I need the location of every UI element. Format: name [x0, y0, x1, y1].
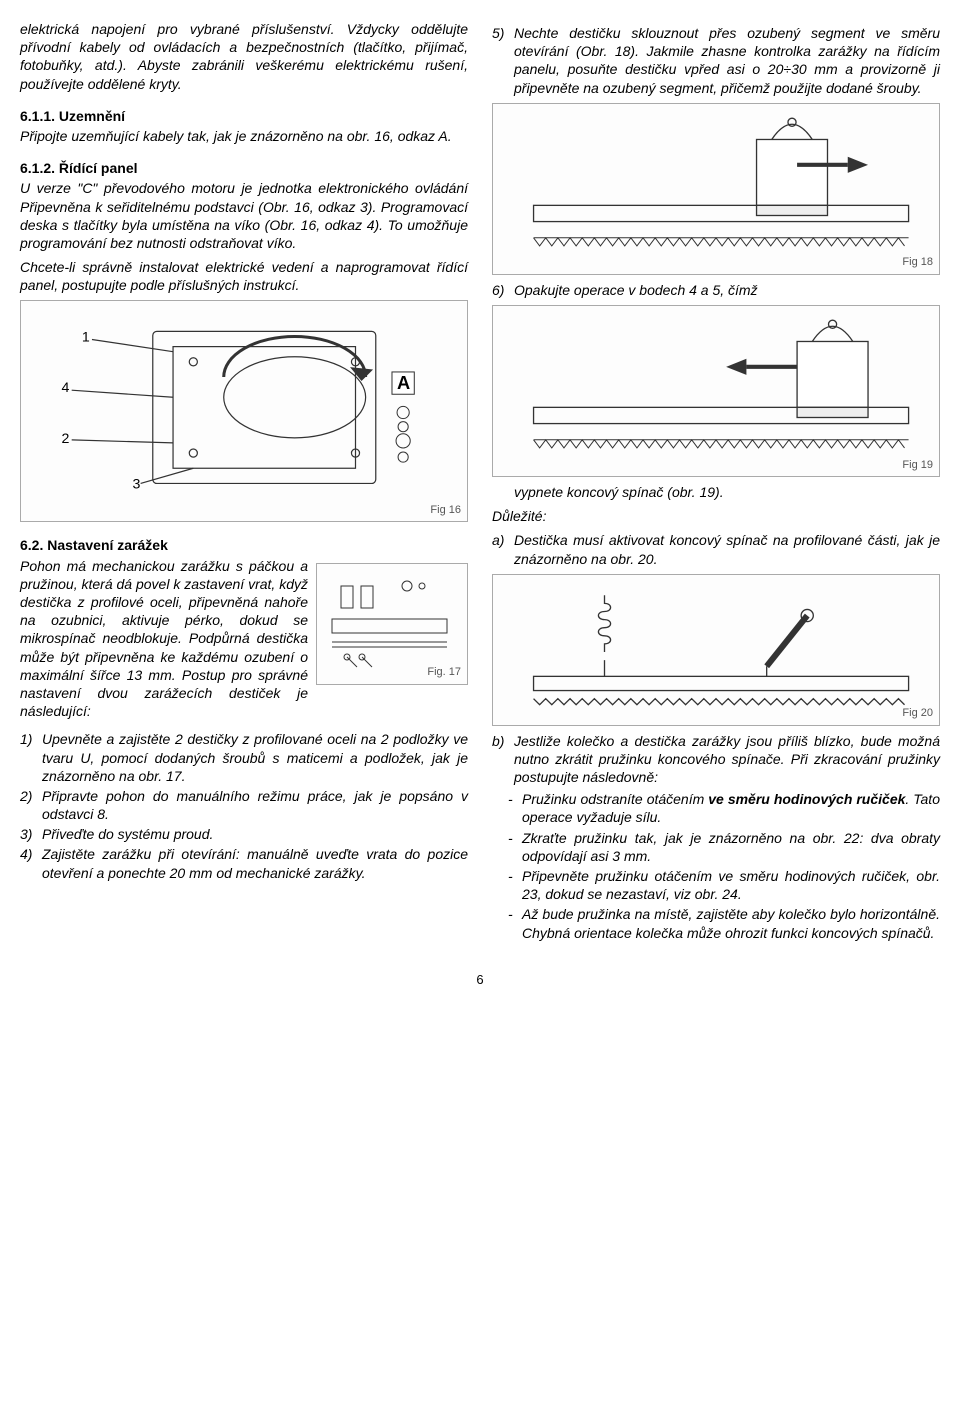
svg-text:1: 1 [82, 330, 90, 346]
note-b: b)Jestliže kolečko a destička zarážky js… [492, 732, 940, 787]
svg-text:2: 2 [62, 431, 70, 447]
note-a: a)Destička musí aktivovat koncový spínač… [492, 531, 940, 567]
figure-20: Fig 20 [492, 574, 940, 726]
step6-list: 6)Opakujte operace v bodech 4 a 5, čímž [492, 281, 940, 299]
sub-1: Pružinku odstraníte otáčením ve směru ho… [522, 790, 940, 826]
step-4: 4)Zajistěte zarážku při otevírání: manuá… [20, 845, 468, 881]
figure-20-svg [493, 575, 939, 717]
figure-18-svg [493, 104, 939, 266]
figure-17-caption: Fig. 17 [427, 665, 461, 679]
figure-20-caption: Fig 20 [902, 706, 933, 720]
figure-16-svg: 1 4 2 3 A [21, 301, 467, 514]
figure-17: Fig. 17 [316, 563, 468, 685]
sub-steps: Pružinku odstraníte otáčením ve směru ho… [492, 790, 940, 942]
steps-list: 1)Upevněte a zajistěte 2 destičky z prof… [20, 730, 468, 882]
para-612b: Chcete-li správně instalovat elektrické … [20, 258, 468, 294]
heading-611: 6.1.1. Uzemnění [20, 107, 468, 125]
heading-612: 6.1.2. Řídící panel [20, 159, 468, 177]
note-a-list: a)Destička musí aktivovat koncový spínač… [492, 531, 940, 567]
step6-cont: vypnete koncový spínač (obr. 19). [492, 483, 940, 501]
page-number: 6 [20, 972, 940, 989]
figure-18: Fig 18 [492, 103, 940, 275]
sub-2: Zkraťte pružinku tak, jak je znázorněno … [522, 829, 940, 865]
step-6: 6)Opakujte operace v bodech 4 a 5, čímž [492, 281, 940, 299]
figure-16-label-A: A [397, 373, 410, 394]
figure-18-caption: Fig 18 [902, 255, 933, 269]
figure-16: 1 4 2 3 A [20, 300, 468, 522]
para-611: Připojte uzemňující kabely tak, jak je z… [20, 127, 468, 145]
figure-19-caption: Fig 19 [902, 458, 933, 472]
heading-62: 6.2. Nastavení zarážek [20, 536, 468, 554]
step-2: 2)Připravte pohon do manuálního režimu p… [20, 787, 468, 823]
step-5: 5)Nechte destičku sklouznout přes ozuben… [492, 24, 940, 97]
svg-text:4: 4 [62, 381, 70, 397]
figure-19: Fig 19 [492, 305, 940, 477]
intro-paragraph: elektrická napojení pro vybrané přísluše… [20, 20, 468, 93]
important-label: Důležité: [492, 507, 940, 525]
step-3: 3)Přiveďte do systému proud. [20, 825, 468, 843]
svg-text:3: 3 [133, 477, 141, 493]
figure-17-svg [317, 564, 467, 674]
note-b-list: b)Jestliže kolečko a destička zarážky js… [492, 732, 940, 787]
sub-3: Připevněte pružinku otáčením ve směru ho… [522, 867, 940, 903]
para-612a: U verze "C" převodového motoru je jednot… [20, 179, 468, 252]
figure-16-caption: Fig 16 [430, 503, 461, 517]
step5-list: 5)Nechte destičku sklouznout přes ozuben… [492, 24, 940, 97]
figure-19-svg [493, 306, 939, 468]
sub-4: Až bude pružinka na místě, zajistěte aby… [522, 905, 940, 941]
step-1: 1)Upevněte a zajistěte 2 destičky z prof… [20, 730, 468, 785]
